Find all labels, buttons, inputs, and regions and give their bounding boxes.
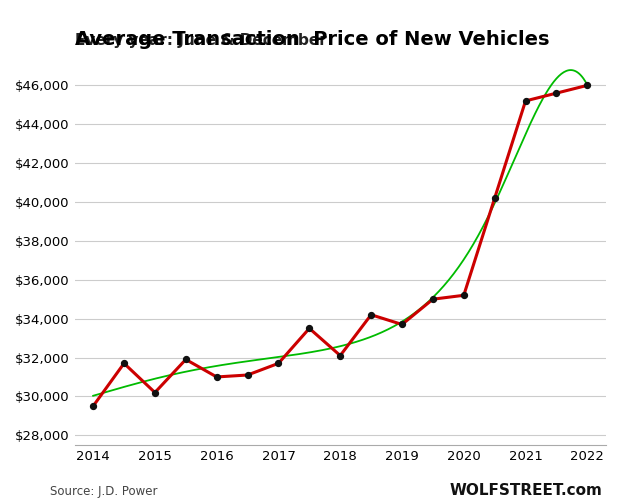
Point xyxy=(335,352,345,360)
Text: WOLFSTREET.com: WOLFSTREET.com xyxy=(450,483,602,498)
Point xyxy=(181,356,191,364)
Point xyxy=(119,359,129,367)
Point xyxy=(428,295,438,303)
Point xyxy=(366,311,376,319)
Text: Every year: June & December: Every year: June & December xyxy=(75,33,327,48)
Point xyxy=(150,388,160,396)
Text: Average Transaction  Price of New Vehicles: Average Transaction Price of New Vehicle… xyxy=(75,30,549,49)
Point xyxy=(88,402,98,410)
Point xyxy=(551,89,561,97)
Point xyxy=(212,373,222,381)
Point xyxy=(397,320,407,328)
Point xyxy=(459,291,469,299)
Text: Source: J.D. Power: Source: J.D. Power xyxy=(50,485,157,498)
Point xyxy=(304,324,314,332)
Point xyxy=(520,97,530,105)
Point xyxy=(273,359,283,367)
Point xyxy=(490,194,500,202)
Point xyxy=(243,371,253,379)
Point xyxy=(582,81,592,90)
